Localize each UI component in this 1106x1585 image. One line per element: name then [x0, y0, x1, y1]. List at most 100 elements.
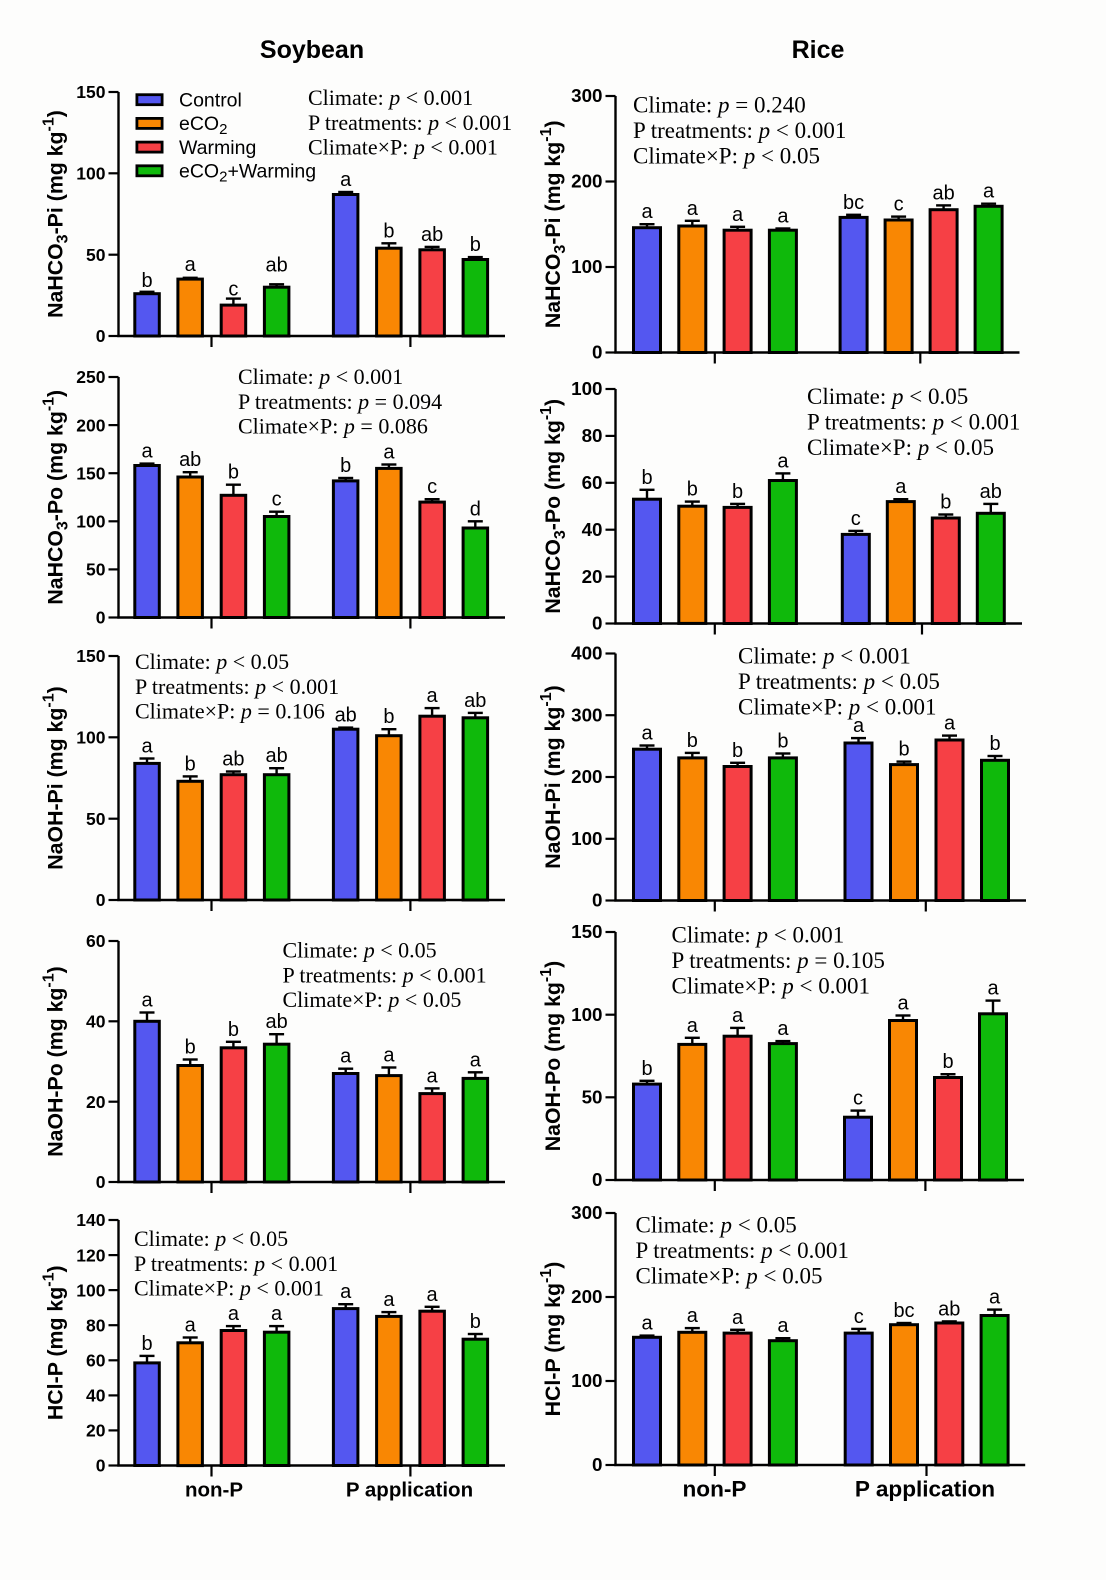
svg-text:c: c: [894, 194, 904, 216]
svg-text:b: b: [641, 1058, 652, 1080]
svg-text:60: 60: [86, 1351, 106, 1371]
svg-text:P treatments: p < 0.001: P treatments: p < 0.001: [134, 1251, 338, 1276]
svg-text:a: a: [944, 713, 956, 735]
svg-text:P application: P application: [855, 1477, 995, 1502]
svg-text:100: 100: [76, 164, 105, 184]
svg-text:400: 400: [571, 643, 602, 664]
svg-text:ab: ab: [980, 481, 1002, 503]
svg-text:HCl-P (mg kg-1): HCl-P (mg kg-1): [40, 1265, 67, 1420]
svg-text:300: 300: [571, 1202, 602, 1223]
svg-text:100: 100: [76, 728, 105, 748]
svg-text:b: b: [732, 740, 743, 762]
svg-text:150: 150: [571, 921, 602, 942]
svg-text:NaOH-Pi (mg kg-1): NaOH-Pi (mg kg-1): [538, 685, 565, 868]
svg-text:b: b: [383, 706, 394, 728]
svg-text:b: b: [470, 234, 481, 256]
svg-text:a: a: [383, 442, 395, 464]
svg-text:a: a: [641, 1313, 653, 1335]
svg-text:100: 100: [571, 828, 602, 849]
svg-text:NaHCO3-Pi (mg kg-1): NaHCO3-Pi (mg kg-1): [40, 110, 71, 318]
svg-text:b: b: [940, 492, 951, 514]
svg-text:Climate×P: p < 0.05: Climate×P: p < 0.05: [807, 435, 994, 460]
svg-text:NaOH-Po (mg kg-1): NaOH-Po (mg kg-1): [538, 961, 565, 1152]
svg-text:a: a: [427, 1284, 439, 1306]
svg-text:a: a: [777, 450, 789, 472]
svg-text:50: 50: [86, 245, 106, 265]
svg-text:b: b: [141, 270, 152, 292]
svg-text:60: 60: [86, 931, 106, 951]
svg-text:b: b: [898, 739, 909, 761]
svg-text:ab: ab: [265, 254, 287, 276]
svg-text:200: 200: [571, 766, 602, 787]
svg-text:Climate: p < 0.05: Climate: p < 0.05: [283, 938, 437, 963]
svg-text:b: b: [228, 1019, 239, 1041]
svg-text:a: a: [687, 1015, 699, 1037]
svg-text:a: a: [987, 978, 999, 1000]
svg-text:Climate: p < 0.05: Climate: p < 0.05: [134, 1226, 288, 1251]
svg-text:Climate×P: p < 0.001: Climate×P: p < 0.001: [738, 694, 936, 719]
svg-text:300: 300: [571, 705, 602, 726]
svg-text:a: a: [777, 1315, 789, 1337]
svg-text:P treatments: p < 0.001: P treatments: p < 0.001: [283, 962, 487, 987]
svg-text:40: 40: [86, 1386, 106, 1406]
svg-text:Climate: p = 0.240: Climate: p = 0.240: [633, 93, 806, 118]
svg-text:b: b: [732, 481, 743, 503]
svg-text:80: 80: [582, 425, 603, 446]
svg-text:b: b: [383, 220, 394, 242]
svg-text:c: c: [854, 1306, 864, 1328]
svg-text:a: a: [989, 1287, 1001, 1309]
svg-text:ab: ab: [335, 705, 357, 727]
svg-text:non-P: non-P: [683, 1477, 747, 1502]
svg-text:100: 100: [76, 1280, 105, 1300]
svg-text:ab: ab: [222, 749, 244, 771]
svg-text:P treatments: p < 0.001: P treatments: p < 0.001: [807, 409, 1020, 434]
svg-text:Climate×P: p = 0.086: Climate×P: p = 0.086: [238, 414, 428, 439]
svg-text:a: a: [228, 1303, 240, 1325]
svg-text:80: 80: [86, 1315, 106, 1335]
svg-text:NaHCO3-Po (mg kg-1): NaHCO3-Po (mg kg-1): [538, 399, 569, 614]
svg-text:100: 100: [571, 1004, 602, 1025]
svg-text:P treatments: p < 0.05: P treatments: p < 0.05: [738, 669, 940, 694]
svg-text:a: a: [141, 441, 153, 463]
svg-text:Climate×P: p < 0.05: Climate×P: p < 0.05: [636, 1263, 823, 1288]
svg-text:a: a: [141, 990, 153, 1012]
svg-text:Climate: p < 0.001: Climate: p < 0.001: [238, 364, 403, 389]
svg-text:Warming: Warming: [179, 137, 256, 159]
svg-text:Control: Control: [179, 89, 242, 111]
svg-text:a: a: [383, 1289, 395, 1311]
svg-text:40: 40: [86, 1012, 106, 1032]
svg-text:a: a: [340, 169, 352, 191]
svg-text:d: d: [470, 498, 481, 520]
svg-text:b: b: [185, 1037, 196, 1059]
svg-text:0: 0: [96, 326, 106, 346]
svg-text:P treatments: p = 0.105: P treatments: p = 0.105: [672, 948, 885, 973]
svg-text:250: 250: [76, 367, 105, 387]
svg-text:a: a: [777, 1018, 789, 1040]
svg-text:Climate×P: p < 0.05: Climate×P: p < 0.05: [283, 987, 462, 1012]
svg-text:40: 40: [582, 519, 603, 540]
svg-text:Climate: p < 0.05: Climate: p < 0.05: [135, 649, 289, 674]
svg-text:Climate: p < 0.05: Climate: p < 0.05: [807, 384, 968, 409]
svg-text:NaHCO3-Po (mg kg-1): NaHCO3-Po (mg kg-1): [40, 390, 71, 605]
svg-text:a: a: [641, 201, 653, 223]
svg-text:50: 50: [582, 1087, 603, 1108]
svg-text:c: c: [853, 1088, 863, 1110]
svg-text:150: 150: [76, 463, 105, 483]
svg-text:a: a: [732, 1005, 744, 1027]
svg-text:P treatments: p < 0.001: P treatments: p < 0.001: [308, 110, 512, 135]
svg-text:b: b: [470, 1311, 481, 1333]
svg-text:300: 300: [571, 85, 602, 106]
svg-text:ab: ab: [421, 224, 443, 246]
svg-text:b: b: [641, 467, 652, 489]
svg-text:a: a: [185, 1315, 197, 1337]
svg-text:0: 0: [96, 1172, 106, 1192]
svg-text:P treatments: p < 0.001: P treatments: p < 0.001: [633, 118, 846, 143]
svg-text:a: a: [340, 1046, 352, 1068]
svg-text:ab: ab: [932, 182, 954, 204]
svg-text:a: a: [897, 993, 909, 1015]
svg-text:a: a: [687, 198, 699, 220]
svg-text:100: 100: [571, 378, 602, 399]
svg-text:non-P: non-P: [185, 1479, 243, 1502]
svg-text:a: a: [732, 204, 744, 226]
svg-text:Rice: Rice: [792, 36, 845, 64]
